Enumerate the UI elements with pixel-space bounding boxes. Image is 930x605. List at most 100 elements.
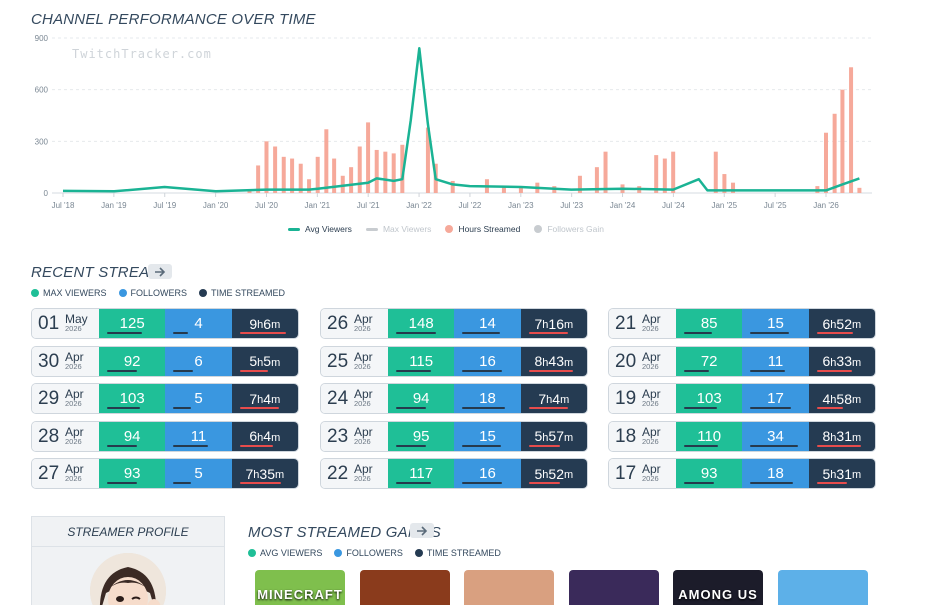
hours-streamed-bar[interactable] [849, 67, 854, 193]
hours-streamed-bar[interactable] [391, 153, 396, 193]
stream-month: Apr [354, 349, 373, 364]
stream-card[interactable]: 28 Apr 2026 94 11 6 h 4 m [31, 420, 299, 452]
stream-month-year: Apr 2026 [354, 426, 373, 446]
hours-unit: h [257, 431, 264, 444]
stream-day: 25 [327, 350, 349, 372]
game-tile[interactable]: AMONG US [673, 570, 763, 605]
game-tile[interactable] [464, 570, 554, 605]
game-tile[interactable] [777, 570, 868, 605]
hours-streamed-bar[interactable] [366, 122, 371, 193]
stream-date: 30 Apr 2026 [32, 346, 99, 376]
hours-streamed-bar[interactable] [264, 141, 269, 193]
time-minutes: 52 [836, 315, 852, 332]
followers-stat: 16 [454, 346, 521, 376]
hours-streamed-bar[interactable] [501, 186, 506, 193]
recent-streams-more-button[interactable] [148, 264, 172, 279]
x-tick-label: Jul '19 [153, 201, 176, 210]
hours-streamed-bar[interactable] [298, 163, 303, 193]
hours-streamed-bar[interactable] [332, 158, 337, 193]
key-item: TIME STREAMED [199, 288, 285, 298]
followers-stat: 11 [165, 421, 232, 451]
stream-card[interactable]: 26 Apr 2026 148 14 7 h 16 m [320, 308, 588, 339]
stream-card[interactable]: 24 Apr 2026 94 18 7 h 4 m [320, 383, 588, 414]
hours-streamed-bar[interactable] [731, 182, 736, 193]
stream-year: 2026 [354, 399, 371, 408]
stream-card[interactable]: 19 Apr 2026 103 17 4 h 58 m [608, 383, 876, 414]
game-tile[interactable] [568, 570, 659, 605]
stream-month: Apr [642, 312, 661, 326]
legend-swatch [534, 225, 543, 233]
hours-streamed-bar[interactable] [281, 156, 286, 193]
hours-streamed-bar[interactable] [290, 158, 295, 193]
stream-card[interactable]: 29 Apr 2026 103 5 7 h 4 m [31, 383, 299, 414]
max-viewers-bar [107, 482, 137, 484]
hours-streamed-bar[interactable] [374, 149, 379, 193]
legend-item[interactable]: Max Viewers [365, 224, 431, 234]
chart-title: CHANNEL PERFORMANCE OVER TIME [31, 11, 316, 28]
minutes-unit: m [560, 394, 570, 406]
stream-date: 25 Apr 2026 [321, 346, 388, 376]
stream-day: 18 [615, 425, 637, 447]
avg-viewers-line[interactable] [62, 47, 860, 193]
game-tile[interactable]: MINECRAFT [255, 570, 345, 605]
hours-streamed-bar[interactable] [340, 175, 345, 193]
hours-streamed-bar[interactable] [383, 151, 388, 193]
hours-streamed-bar[interactable] [594, 167, 599, 193]
hours-streamed-bar[interactable] [824, 132, 828, 193]
stream-card[interactable]: 21 Apr 2026 85 15 6 h 52 m [608, 308, 876, 339]
hours-streamed-bar[interactable] [324, 129, 329, 193]
stream-year: 2026 [354, 436, 371, 446]
hours-streamed-bar[interactable] [654, 155, 659, 193]
followers-value: 18 [479, 390, 496, 407]
legend-item[interactable]: Hours Streamed [445, 224, 520, 234]
hours-streamed-bar[interactable] [357, 146, 362, 194]
hours-streamed-bar[interactable] [518, 187, 523, 193]
stream-card[interactable]: 17 Apr 2026 93 18 5 h 31 m [608, 458, 876, 489]
followers-bar [173, 444, 209, 447]
stream-month: Apr [65, 462, 84, 476]
stream-month: Apr [642, 462, 661, 476]
hours-streamed-bar[interactable] [662, 158, 667, 193]
hours-streamed-bar[interactable] [256, 165, 261, 193]
stream-card[interactable]: 27 Apr 2026 93 5 7 h 35 m [31, 458, 299, 489]
hours-streamed-bar[interactable] [349, 167, 354, 193]
stream-day: 27 [38, 463, 60, 484]
hours-streamed-bar[interactable] [713, 151, 718, 193]
hours-streamed-bar[interactable] [722, 174, 727, 193]
hours-streamed-bar[interactable] [857, 187, 862, 193]
games-key: AVG VIEWERS FOLLOWERS TIME STREAMED [248, 548, 501, 558]
hours-streamed-bar[interactable] [577, 175, 582, 193]
key-item: FOLLOWERS [118, 288, 187, 298]
stream-year: 2026 [65, 474, 82, 483]
hours-streamed-bar[interactable] [832, 113, 837, 193]
stream-card[interactable]: 30 Apr 2026 92 6 5 h 5 m [31, 345, 299, 377]
legend-item[interactable]: Avg Viewers [288, 224, 352, 234]
stream-card[interactable]: 20 Apr 2026 72 11 6 h 33 m [608, 345, 876, 377]
followers-value: 11 [190, 427, 207, 445]
stream-card[interactable]: 01 May 2026 125 4 9 h 6 m [31, 308, 299, 339]
stream-card[interactable]: 22 Apr 2026 117 16 5 h 52 m [320, 458, 588, 489]
game-tile[interactable] [359, 570, 450, 605]
stream-year: 2026 [65, 436, 82, 446]
hours-streamed-bar[interactable] [273, 146, 278, 194]
followers-bar [173, 332, 189, 334]
time-streamed-stat: 6 h 52 m [808, 309, 875, 338]
hours-streamed-bar[interactable] [315, 156, 320, 193]
stream-card[interactable]: 25 Apr 2026 115 16 8 h 43 m [320, 345, 588, 377]
stream-card[interactable]: 23 Apr 2026 95 15 5 h 57 m [320, 420, 588, 452]
legend-item[interactable]: Followers Gain [534, 224, 604, 234]
hours-streamed-bar[interactable] [840, 89, 845, 193]
max-viewers-stat: 110 [676, 421, 743, 451]
games-more-button[interactable] [410, 523, 434, 538]
hours-streamed-bar[interactable] [671, 151, 676, 193]
hours-streamed-bar[interactable] [307, 179, 312, 193]
hours-streamed-bar[interactable] [400, 144, 405, 193]
stream-card[interactable]: 18 Apr 2026 110 34 8 h 31 m [608, 420, 876, 452]
hours-streamed-bar[interactable] [603, 151, 608, 193]
time-streamed-stat: 8 h 43 m [520, 346, 587, 376]
streamer-avatar[interactable] [90, 553, 166, 605]
time-hours: 6 [822, 315, 831, 332]
hours-streamed-bar[interactable] [450, 180, 455, 193]
hours-streamed-bar[interactable] [425, 127, 430, 193]
